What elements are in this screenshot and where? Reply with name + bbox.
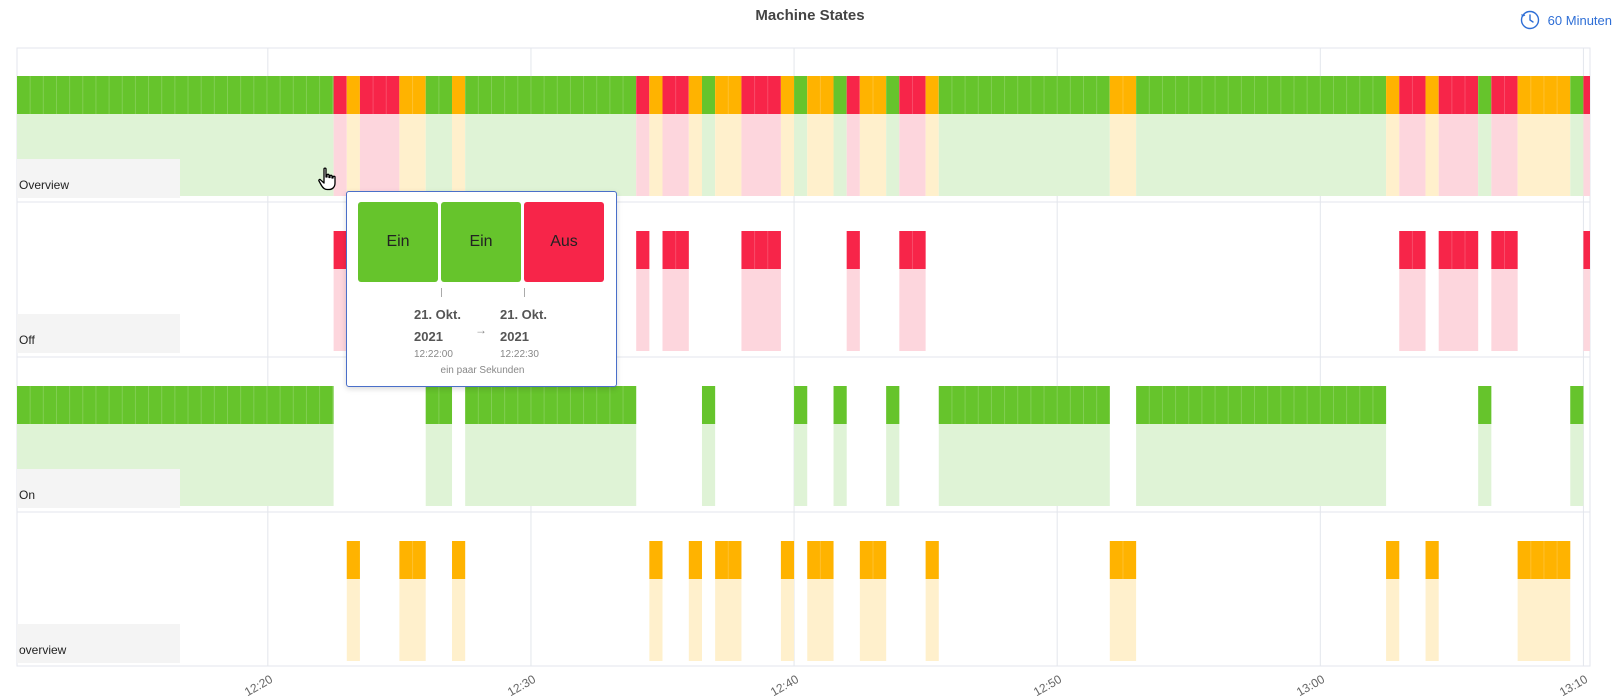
segment-bar	[833, 386, 847, 424]
hand-cursor-icon	[318, 167, 336, 191]
segment-bar	[715, 541, 742, 579]
segment-bar	[1438, 76, 1479, 114]
segment-bar	[1136, 76, 1387, 114]
tooltip-state-current: Ein	[441, 202, 521, 282]
tooltip-arrow: →	[475, 323, 487, 337]
segment-bar	[794, 76, 808, 114]
segment-bar	[1438, 231, 1479, 269]
segment-bar	[925, 541, 939, 579]
segment-bar	[886, 386, 900, 424]
segment-bar	[688, 76, 702, 114]
segment-bar	[399, 76, 426, 114]
segment-bar	[938, 76, 1110, 114]
segment-bar	[859, 541, 887, 579]
segment-bar	[899, 76, 926, 114]
segment-tooltip: Ein Ein Aus 21. Okt. 2021 → 21. Okt. 202…	[346, 191, 617, 387]
segment-bar	[833, 76, 847, 114]
segment-bar	[1425, 541, 1439, 579]
clock-icon	[1520, 10, 1539, 30]
segment-bar	[1386, 76, 1400, 114]
tooltip-start-tick	[441, 288, 442, 297]
segment-bar	[452, 541, 466, 579]
lane-label: Off	[17, 314, 180, 353]
segment-bar	[1399, 231, 1426, 269]
segment-bar	[333, 76, 347, 114]
lane-label: On	[17, 469, 180, 508]
segment-bar	[452, 76, 466, 114]
segment-bar	[1109, 76, 1137, 114]
segment-bar	[1399, 76, 1426, 114]
segment-bar	[1109, 541, 1137, 579]
segment-bar	[1491, 76, 1518, 114]
segment-bar	[1570, 76, 1584, 114]
segment-bar	[636, 231, 650, 269]
segment-bar	[899, 231, 926, 269]
segment-bar	[780, 541, 795, 579]
tooltip-state-next: Aus	[524, 202, 604, 282]
segment-bar	[938, 386, 1110, 424]
segment-bar	[465, 76, 637, 114]
tooltip-duration: ein paar Sekunden	[440, 365, 525, 376]
time-range-label: 60 Minuten	[1547, 12, 1612, 28]
segment-bar	[399, 541, 426, 579]
segment-bar	[807, 76, 834, 114]
segment-bar	[649, 541, 663, 579]
segment-bar	[1517, 541, 1571, 579]
time-range-button[interactable]: 60 Minuten	[1520, 10, 1612, 30]
tooltip-state-previous: Ein	[358, 202, 438, 282]
segment-bar	[859, 76, 887, 114]
segment-bar	[1570, 386, 1584, 424]
segment-bar	[662, 76, 689, 114]
segment-bar	[17, 76, 334, 114]
segment-bar	[741, 231, 781, 269]
segment-bar	[1425, 76, 1439, 114]
segment-bar	[1136, 386, 1387, 424]
segment-band	[1583, 76, 1590, 196]
segment-bar	[1478, 76, 1492, 114]
segment-bar	[1386, 541, 1400, 579]
segment-bar	[425, 386, 453, 424]
segment-bar	[662, 231, 689, 269]
segment-bar	[649, 76, 663, 114]
segment-bar	[346, 541, 360, 579]
segment-bar	[359, 76, 400, 114]
segment-bar	[465, 386, 637, 424]
segment-bar	[17, 386, 334, 424]
segment-bar	[701, 386, 716, 424]
segment-bar	[715, 76, 742, 114]
segment-bar	[1583, 76, 1590, 114]
tooltip-from-time: 12:22:00	[414, 349, 453, 360]
segment-bar	[701, 76, 716, 114]
tooltip-end-tick	[524, 288, 525, 297]
tooltip-from-date: 21. Okt. 2021	[414, 307, 461, 344]
segment-bar	[741, 76, 781, 114]
segment-bar	[346, 76, 360, 114]
segment-bar	[886, 76, 900, 114]
segment-bar	[333, 231, 347, 269]
segment-bar	[1491, 231, 1518, 269]
chart-title: Machine States	[755, 7, 865, 24]
segment-bar	[807, 541, 834, 579]
segment-bar	[794, 386, 808, 424]
lane-label: overview	[17, 624, 180, 663]
segment-bar	[688, 541, 702, 579]
segment-bar	[1478, 386, 1492, 424]
segment-bar	[925, 76, 939, 114]
segment-bar	[1517, 76, 1571, 114]
tooltip-to-time: 12:22:30	[500, 349, 539, 360]
segment-band	[1583, 231, 1590, 351]
tooltip-to-date: 21. Okt. 2021	[500, 307, 547, 344]
segment-bar	[780, 76, 795, 114]
segment-bar	[425, 76, 453, 114]
segment-bar	[1583, 231, 1590, 269]
segment-bar	[636, 76, 650, 114]
segment-bar	[846, 231, 860, 269]
lane-label: Overview	[17, 159, 180, 198]
segment-bar	[846, 76, 860, 114]
